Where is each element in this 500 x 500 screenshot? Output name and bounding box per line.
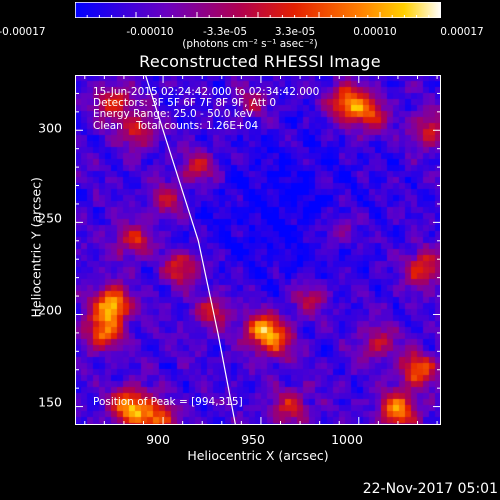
plot-frame — [75, 75, 441, 425]
x-axis-label: Heliocentric X (arcsec) — [187, 448, 329, 463]
annotation-energy-range: Energy Range: 25.0 - 50.0 keV — [93, 108, 254, 120]
x-tick-label: 1000 — [331, 432, 363, 447]
colorbar-tick-label: 3.3e-05 — [274, 26, 316, 38]
colorbar-tick-label: 0.00010 — [353, 26, 397, 38]
colorbar-tick-label: -0.00017 — [0, 26, 46, 38]
y-tick-label: 250 — [38, 210, 62, 226]
annotation-peak-position: Position of Peak = [994,315] — [93, 396, 243, 408]
annotation-detectors: Detectors: 3F 5F 6F 7F 8F 9F, Att 0 — [93, 97, 277, 109]
colorbar-unit-label: (photons cm⁻² s⁻¹ asec⁻²) — [182, 38, 318, 50]
colorbar-tick-label: -0.00010 — [126, 26, 174, 38]
colorbar-tick-label: -3.3e-05 — [202, 26, 248, 38]
generated-timestamp: 22-Nov-2017 05:01 — [362, 481, 498, 497]
x-tick-label: 950 — [241, 432, 265, 447]
y-tick-label: 300 — [38, 120, 62, 136]
annotation-clean-counts: Clean Total counts: 1.26E+04 — [93, 120, 259, 132]
colorbar — [75, 2, 441, 18]
chart-title: Reconstructed RHESSI Image — [139, 52, 381, 71]
y-axis-label: Heliocentric Y (arcsec) — [28, 177, 44, 318]
plot-overlay — [75, 75, 441, 425]
y-tick-label: 150 — [38, 394, 62, 410]
y-tick-label: 200 — [38, 302, 62, 318]
x-tick-label: 900 — [146, 432, 170, 447]
heatmap-image — [75, 75, 441, 425]
annotation-time-range: 15-Jun-2015 02:24:42.000 to 02:34:42.000 — [93, 86, 320, 98]
colorbar-tick-label: 0.00017 — [440, 26, 484, 38]
solar-limb-curve — [144, 75, 237, 425]
